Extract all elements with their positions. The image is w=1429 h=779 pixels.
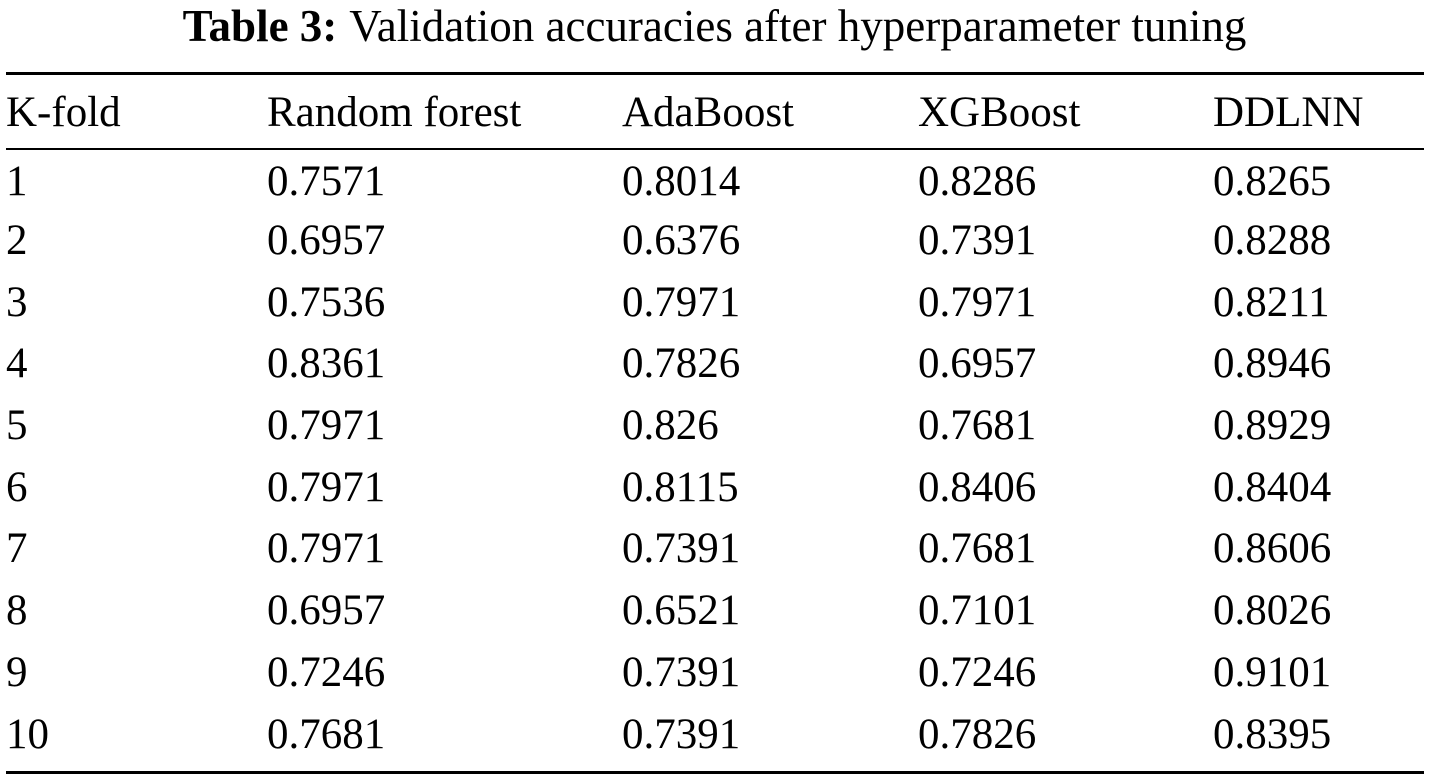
table-header-rule <box>6 148 1424 150</box>
ddlnn-cell: 0.8265 <box>1213 158 1332 206</box>
kfold-cell: 3 <box>6 278 28 326</box>
xgboost-cell: 0.8286 <box>918 158 1037 206</box>
column-header-kfold: K-fold <box>6 88 121 136</box>
table-row: 9 0.7246 0.7391 0.7246 0.9101 <box>6 642 1424 704</box>
kfold-cell: 5 <box>6 402 28 450</box>
xgboost-cell: 0.7681 <box>918 402 1037 450</box>
kfold-cell: 4 <box>6 340 28 388</box>
xgboost-cell: 0.7246 <box>918 648 1037 696</box>
adaboost-cell: 0.7971 <box>622 278 741 326</box>
table-caption: Table 3: Validation accuracies after hype… <box>0 0 1429 58</box>
table-row: 10 0.7681 0.7391 0.7826 0.8395 <box>6 703 1424 765</box>
kfold-cell: 10 <box>6 710 49 758</box>
table-top-rule <box>6 72 1424 75</box>
random-forest-cell: 0.7536 <box>267 278 386 326</box>
table-row: 7 0.7971 0.7391 0.7681 0.8606 <box>6 518 1424 580</box>
column-header-ddlnn: DDLNN <box>1213 88 1364 136</box>
adaboost-cell: 0.826 <box>622 402 719 450</box>
adaboost-cell: 0.6521 <box>622 587 741 635</box>
ddlnn-cell: 0.9101 <box>1213 648 1332 696</box>
random-forest-cell: 0.7971 <box>267 525 386 573</box>
kfold-cell: 6 <box>6 463 28 511</box>
adaboost-cell: 0.7391 <box>622 710 741 758</box>
table-row: 4 0.8361 0.7826 0.6957 0.8946 <box>6 333 1424 395</box>
xgboost-cell: 0.7391 <box>918 217 1037 265</box>
kfold-cell: 8 <box>6 587 28 635</box>
table-bottom-rule <box>6 771 1424 774</box>
adaboost-cell: 0.7391 <box>622 648 741 696</box>
adaboost-cell: 0.7391 <box>622 525 741 573</box>
random-forest-cell: 0.7681 <box>267 710 386 758</box>
random-forest-cell: 0.7971 <box>267 463 386 511</box>
random-forest-cell: 0.6957 <box>267 587 386 635</box>
results-table: K-fold Random forest AdaBoost XGBoost DD… <box>6 80 1424 765</box>
table-row: 3 0.7536 0.7971 0.7971 0.8211 <box>6 271 1424 333</box>
ddlnn-cell: 0.8395 <box>1213 710 1332 758</box>
column-header-random-forest: Random forest <box>267 88 522 136</box>
random-forest-cell: 0.8361 <box>267 340 386 388</box>
ddlnn-cell: 0.8404 <box>1213 463 1332 511</box>
table-caption-label: Table 3: <box>182 1 338 51</box>
ddlnn-cell: 0.8026 <box>1213 587 1332 635</box>
adaboost-cell: 0.8014 <box>622 158 741 206</box>
table-row: 5 0.7971 0.826 0.7681 0.8929 <box>6 395 1424 457</box>
kfold-cell: 1 <box>6 158 28 206</box>
ddlnn-cell: 0.8211 <box>1213 278 1330 326</box>
random-forest-cell: 0.7571 <box>267 158 386 206</box>
ddlnn-cell: 0.8606 <box>1213 525 1332 573</box>
table-row: 6 0.7971 0.8115 0.8406 0.8404 <box>6 456 1424 518</box>
xgboost-cell: 0.7101 <box>918 587 1037 635</box>
random-forest-cell: 0.7246 <box>267 648 386 696</box>
kfold-cell: 7 <box>6 525 28 573</box>
xgboost-cell: 0.7681 <box>918 525 1037 573</box>
column-header-xgboost: XGBoost <box>918 88 1081 136</box>
xgboost-cell: 0.6957 <box>918 340 1037 388</box>
xgboost-cell: 0.7826 <box>918 710 1037 758</box>
random-forest-cell: 0.6957 <box>267 217 386 265</box>
kfold-cell: 2 <box>6 217 28 265</box>
kfold-cell: 9 <box>6 648 28 696</box>
random-forest-cell: 0.7971 <box>267 402 386 450</box>
adaboost-cell: 0.8115 <box>622 463 739 511</box>
column-header-adaboost: AdaBoost <box>622 88 794 136</box>
table-row: 1 0.7571 0.8014 0.8286 0.8265 <box>6 148 1424 210</box>
table-body: 1 0.7571 0.8014 0.8286 0.8265 2 0.6957 0… <box>6 148 1424 765</box>
adaboost-cell: 0.6376 <box>622 217 741 265</box>
adaboost-cell: 0.7826 <box>622 340 741 388</box>
table-row: 2 0.6957 0.6376 0.7391 0.8288 <box>6 210 1424 272</box>
xgboost-cell: 0.7971 <box>918 278 1037 326</box>
table-header-row: K-fold Random forest AdaBoost XGBoost DD… <box>6 80 1424 148</box>
table-row: 8 0.6957 0.6521 0.7101 0.8026 <box>6 580 1424 642</box>
xgboost-cell: 0.8406 <box>918 463 1037 511</box>
ddlnn-cell: 0.8929 <box>1213 402 1332 450</box>
ddlnn-cell: 0.8946 <box>1213 340 1332 388</box>
table-caption-text: Validation accuracies after hyperparamet… <box>349 1 1247 51</box>
ddlnn-cell: 0.8288 <box>1213 217 1332 265</box>
